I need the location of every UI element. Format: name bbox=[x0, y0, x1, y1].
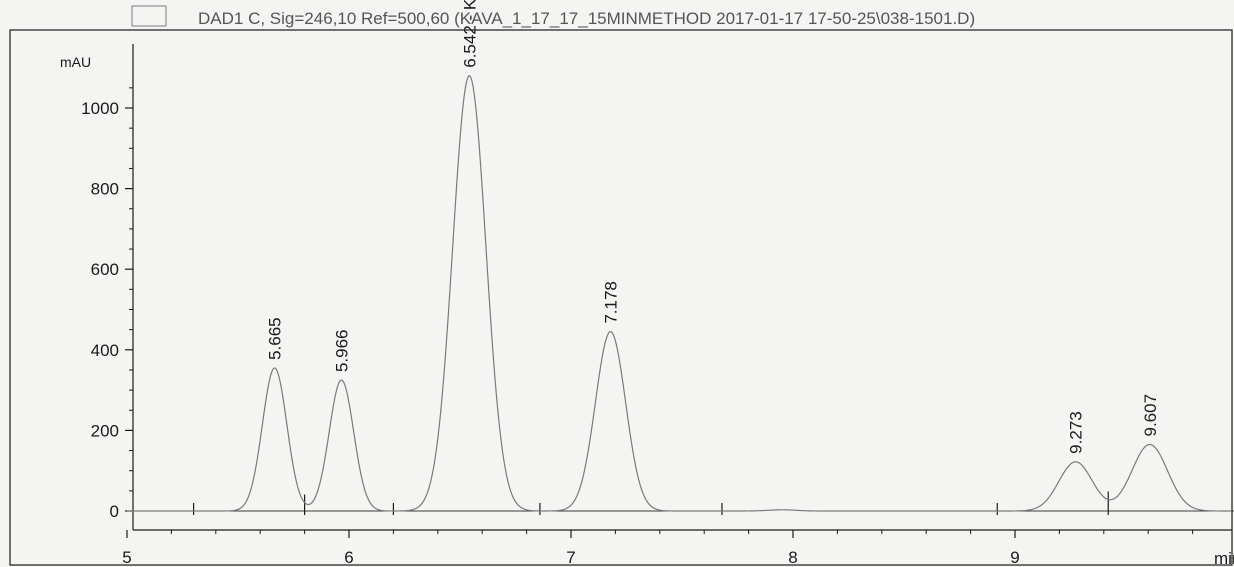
legend-swatch bbox=[131, 5, 167, 27]
legend-entry: DAD1 C, Sig=246,10 Ref=500,60 (KAVA_1_17… bbox=[198, 9, 975, 28]
y-tick-label: 1000 bbox=[81, 99, 119, 118]
peak-label: 9.273 bbox=[1067, 411, 1086, 454]
outer-border bbox=[9, 29, 1233, 566]
integration-markers bbox=[193, 491, 1234, 515]
x-axis: 5 6 7 8 9 bbox=[122, 530, 1194, 567]
peak-label: 5.966 bbox=[332, 329, 351, 372]
peak-label: 7.178 bbox=[602, 281, 621, 324]
x-tick-label: 8 bbox=[788, 548, 797, 567]
y-axis: 0 200 400 600 800 1000 bbox=[81, 87, 133, 521]
y-tick-label: 400 bbox=[91, 341, 119, 360]
x-tick-label: 9 bbox=[1010, 548, 1019, 567]
peak-labels: 5.665 5.966 6.542 - Kavain 7.178 9.273 9.607 bbox=[266, 0, 1160, 454]
x-axis-label: min bbox=[1214, 549, 1234, 567]
y-axis-label: mAU bbox=[60, 54, 91, 70]
legend: DAD1 C, Sig=246,10 Ref=500,60 (KAVA_1_17… bbox=[131, 5, 975, 28]
plot-frame bbox=[9, 29, 1233, 566]
y-tick-label: 800 bbox=[91, 180, 119, 199]
x-tick-label: 6 bbox=[344, 548, 353, 567]
peak-label: 5.665 bbox=[266, 317, 285, 360]
peak-label: 9.607 bbox=[1141, 394, 1160, 437]
y-tick-label: 200 bbox=[91, 421, 119, 440]
peak-label: 6.542 - Kavain bbox=[460, 0, 479, 68]
x-tick-label: 5 bbox=[122, 548, 131, 567]
chromatogram-trace bbox=[127, 75, 1232, 512]
x-tick-label: 7 bbox=[566, 548, 575, 567]
y-tick-label: 0 bbox=[110, 502, 119, 521]
y-tick-label: 600 bbox=[91, 260, 119, 279]
